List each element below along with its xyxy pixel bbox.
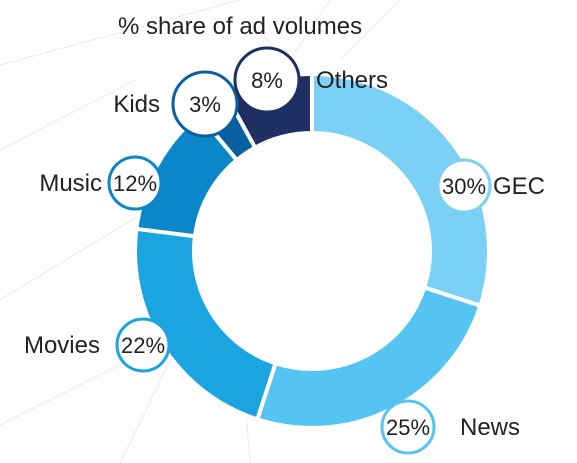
category-label-gec: GEC <box>493 173 545 200</box>
category-label-news: News <box>460 414 520 441</box>
category-label-others: Others <box>316 67 388 94</box>
category-label-music: Music <box>39 170 102 197</box>
pct-label-music: 12% <box>113 171 157 196</box>
pct-circle-news <box>380 399 436 455</box>
pct-circle-others <box>233 46 301 114</box>
background-lines <box>0 0 401 463</box>
category-label-kids: Kids <box>113 91 160 118</box>
pct-circle-gec <box>436 158 492 214</box>
pct-label-gec: 30% <box>442 174 486 199</box>
pct-circle-music <box>107 155 163 211</box>
category-label-movies: Movies <box>24 332 100 359</box>
donut-labels: 30% GEC 25% News 22% Movies 12% Music 3% Kids 8% Ot… <box>24 46 545 455</box>
pct-label-news: 25% <box>386 415 430 440</box>
pct-label-movies: 22% <box>121 333 165 358</box>
pct-circle-movies <box>115 317 171 373</box>
pct-circle-kids <box>171 70 239 138</box>
pct-label-kids: 3% <box>189 92 221 117</box>
pct-label-others: 8% <box>251 68 283 93</box>
chart-title: % share of ad volumes <box>118 13 362 40</box>
donut-hole <box>194 133 430 369</box>
